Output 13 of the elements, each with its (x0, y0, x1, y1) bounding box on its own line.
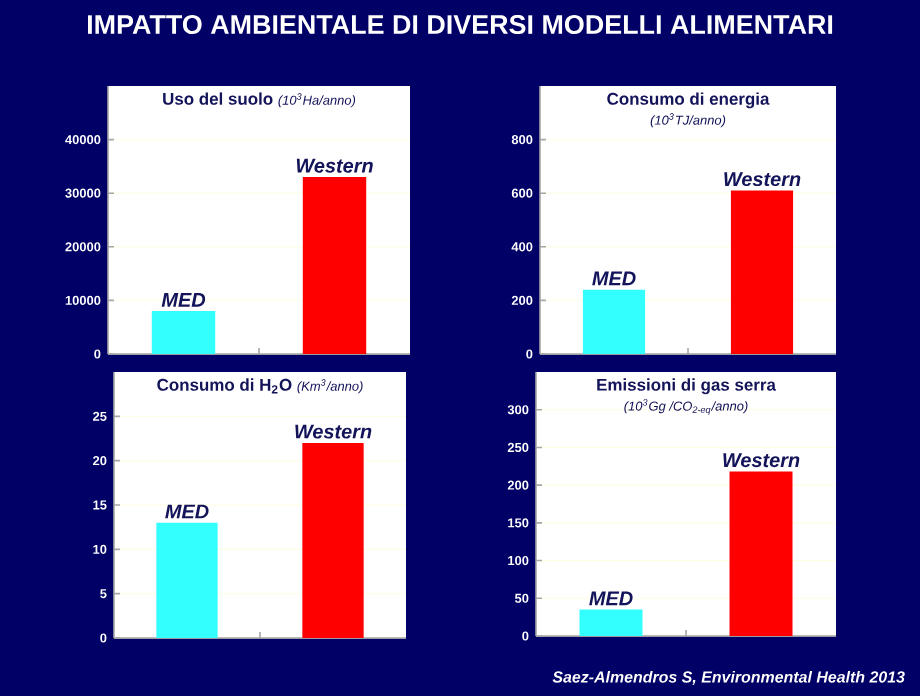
x-tick-label: MED (161, 293, 206, 307)
chart-title: Consumo di H$_{2}$O (157, 378, 292, 394)
text: IMPATTO AMBIENTALE DI DIVERSI MODELLI ALIMENTARI (87, 15, 833, 35)
x-tick-label: MED (589, 591, 633, 606)
x-tick-label: Western (295, 424, 372, 439)
x-tick-label: MED (165, 504, 209, 519)
x-tick-label: Western (723, 453, 800, 468)
chart-title: Consumo di energia (607, 92, 770, 109)
chart-title: Emissioni di gas serra (597, 378, 776, 395)
x-tick-label: MED (592, 271, 636, 286)
x-tick-label: Western (296, 158, 373, 173)
x-tick-label: Western (724, 172, 801, 187)
chart-title: Uso del suolo (163, 92, 273, 105)
